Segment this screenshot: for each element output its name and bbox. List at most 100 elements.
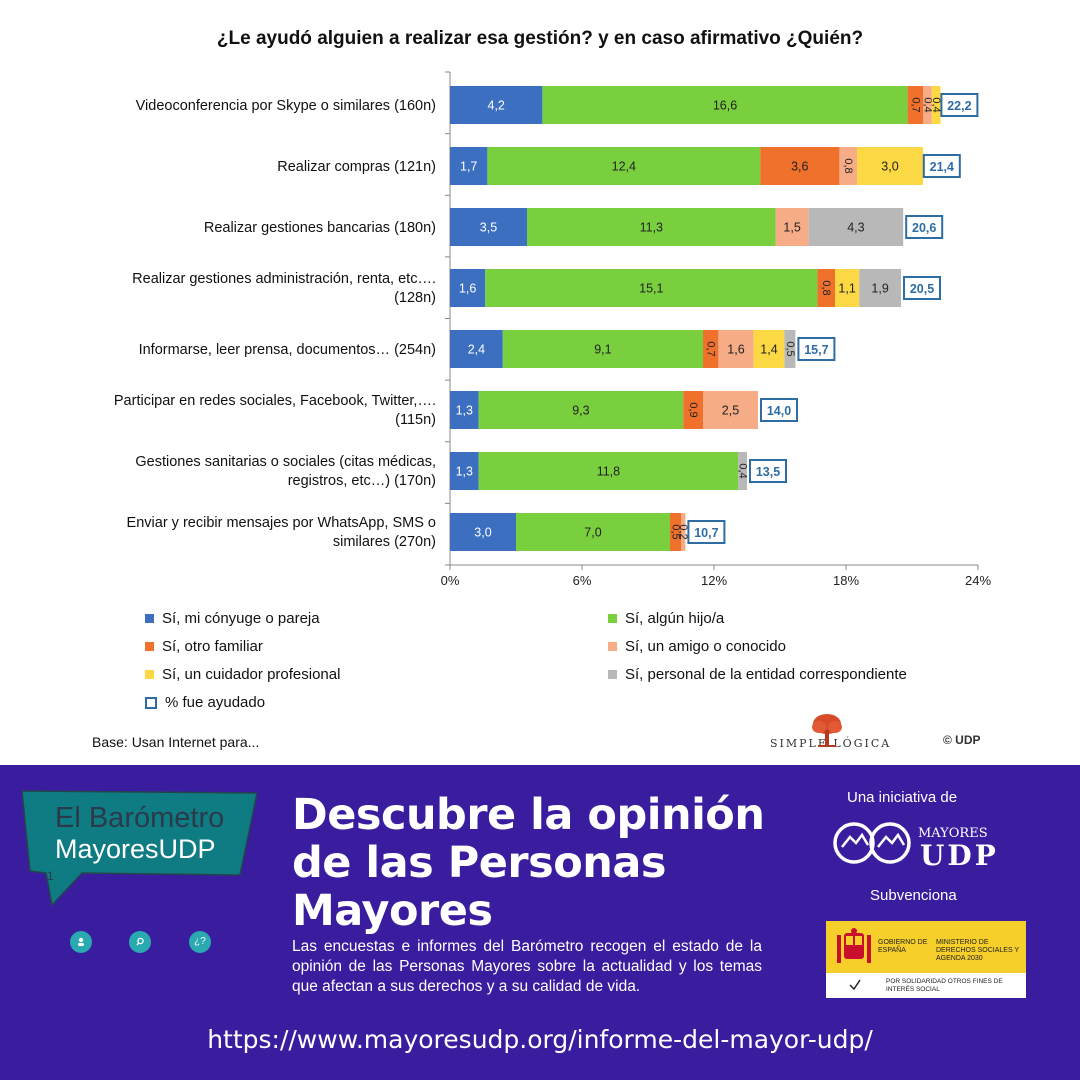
bar-segment [450, 330, 503, 368]
legend-item: Sí, un cuidador profesional [145, 666, 340, 683]
bar-segment [775, 208, 809, 246]
bar-segment [817, 269, 835, 307]
banner-description: Las encuestas e informes del Barómetro r… [292, 938, 762, 995]
data-label: 9,3 [572, 404, 589, 418]
category-label: Enviar y recibir mensajes por WhatsApp, … [96, 514, 436, 552]
legend-label: Sí, personal de la entidad correspondien… [625, 666, 907, 683]
bar-segment [670, 513, 681, 551]
category-label: Realizar gestiones administración, renta… [96, 270, 436, 308]
subsidy-label: Subvenciona [870, 887, 957, 904]
bar-segment [450, 452, 479, 490]
bar-segment [542, 86, 908, 124]
bar-segment [450, 86, 543, 124]
total-box [903, 276, 941, 300]
bar-segment [859, 269, 901, 307]
category-label-line: Realizar gestiones bancarias (180n) [203, 219, 436, 236]
total-label: 14,0 [767, 404, 791, 418]
total-box [749, 459, 787, 483]
data-label: 2,4 [468, 343, 485, 357]
bar-segment [516, 513, 670, 551]
category-label: Informarse, leer prensa, documentos… (25… [96, 341, 436, 360]
total-label: 21,4 [930, 160, 954, 174]
legend-label: Sí, otro familiar [162, 638, 263, 655]
chart-panel: ¿Le ayudó alguien a realizar esa gestión… [92, 28, 992, 750]
data-label: 3,0 [474, 526, 491, 540]
legend-item: Sí, otro familiar [145, 638, 263, 655]
data-label: 4,3 [847, 221, 864, 235]
search-icon[interactable] [129, 931, 151, 953]
chart-title: ¿Le ayudó alguien a realizar esa gestión… [216, 28, 864, 49]
legend-item: Sí, algún hijo/a [608, 610, 724, 627]
data-label: 4,2 [488, 99, 505, 113]
copyright-label: © UDP [943, 733, 981, 747]
x-tick-label: 0% [441, 573, 460, 588]
logo-line-1: El Barómetro [55, 802, 225, 834]
legend-swatch [608, 642, 617, 651]
legend-item: % fue ayudado [145, 694, 265, 711]
x-tick-label: 24% [965, 573, 991, 588]
data-label: 0,4 [921, 97, 933, 112]
legend-label: Sí, mi cónyuge o pareja [162, 610, 320, 627]
total-label: 15,7 [804, 343, 828, 357]
bar-segment [835, 269, 860, 307]
data-label: 0,9 [687, 402, 699, 417]
category-label-line: Enviar y recibir mensajes por WhatsApp, … [126, 515, 436, 531]
bar-segment [753, 330, 785, 368]
banner-url-link[interactable]: https://www.mayoresudp.org/informe-del-m… [207, 1025, 873, 1054]
person-icon[interactable] [70, 931, 92, 953]
total-box [687, 520, 726, 544]
data-label: 0,4 [930, 97, 942, 112]
category-label-line: Informarse, leer prensa, documentos… (25… [138, 341, 436, 358]
bar-segment [681, 513, 686, 551]
barometro-logo-shape [22, 790, 257, 907]
total-label: 20,6 [912, 221, 936, 235]
category-label-line: Realizar gestiones administración, renta… [132, 271, 436, 287]
bar-segment [808, 208, 904, 246]
data-label: 0,5 [670, 524, 682, 539]
bar-segment [907, 86, 923, 124]
bar-segment [487, 147, 761, 185]
bar-segment [450, 269, 486, 307]
bar-segment [478, 391, 684, 429]
data-label: 16,6 [713, 99, 737, 113]
total-label: 10,7 [694, 526, 718, 540]
gov-right-text: MINISTERIO DE DERECHOS SOCIALES Y AGENDA… [936, 939, 1019, 962]
banner-headline: Descubre la opinión de las Personas Mayo… [292, 790, 765, 936]
bar-segment [703, 391, 758, 429]
question-icon[interactable]: ¿? [189, 931, 211, 953]
total-box [797, 337, 836, 361]
data-label: 0,7 [909, 97, 921, 112]
bar-segment [450, 147, 488, 185]
bar-segment [857, 147, 923, 185]
data-label: 1,9 [871, 282, 888, 296]
x-tick-label: 6% [573, 573, 592, 588]
legend-item: Sí, mi cónyuge o pareja [145, 610, 320, 627]
checkmark-icon [849, 979, 861, 991]
category-label-line: Gestiones sanitarias o sociales (citas m… [135, 454, 436, 470]
data-label: 1,3 [456, 465, 473, 479]
bar-segment [703, 330, 719, 368]
data-label: 0,4 [737, 463, 749, 478]
total-box [905, 215, 944, 239]
stacked-bar-chart: 0% 6% 12% 18% 24%4,2 16,6 0,7 0,40,4 22,21,7 12,4… [441, 71, 991, 588]
legend-item: Sí, un amigo o conocido [608, 638, 786, 655]
category-label: Gestiones sanitarias o sociales (citas m… [96, 453, 436, 491]
gov-left-text: GOBIERNO DE ESPAÑA [878, 939, 928, 954]
total-label: 13,5 [756, 465, 780, 479]
category-label: Realizar gestiones bancarias (180n) [96, 219, 436, 238]
total-label: 22,2 [947, 99, 971, 113]
data-label: 3,5 [480, 221, 497, 235]
x-tick-label: 12% [701, 573, 727, 588]
category-label: Videoconferencia por Skype o similares (… [96, 97, 436, 116]
data-label: 3,6 [791, 160, 808, 174]
bar-segment [784, 330, 796, 368]
legend-label: % fue ayudado [165, 694, 266, 711]
bar-segment [478, 452, 739, 490]
bar-segment [738, 452, 747, 490]
legend-label: Sí, un cuidador profesional [162, 666, 341, 683]
category-label-line: Participar en redes sociales, Facebook, … [113, 393, 436, 409]
gov-bottom-text: POR SOLIDARIDAD OTROS FINES DE INTERÉS S… [886, 978, 1003, 993]
category-label-line: (128n) [394, 290, 436, 306]
bar-segment [760, 147, 840, 185]
data-label: 0,8 [842, 158, 854, 173]
